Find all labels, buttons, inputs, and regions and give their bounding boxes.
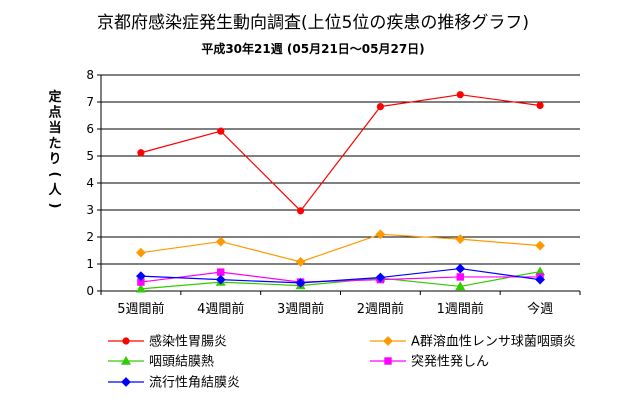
y-tick-label: 6 — [86, 122, 94, 136]
y-tick-label: 8 — [86, 68, 94, 82]
series-5 — [136, 263, 545, 288]
legend-item: 感染性胃腸炎 — [108, 334, 227, 350]
y-axis-label-char: 点 — [48, 105, 61, 121]
legend-marker — [121, 355, 131, 365]
y-tick-label: 1 — [86, 257, 94, 271]
x-tick-label: 4週間前 — [197, 301, 244, 317]
legend-item: A群溶血性レンサ球菌咽頭炎 — [370, 335, 576, 350]
y-axis-label-char: 定 — [47, 89, 61, 105]
legend-marker — [122, 337, 130, 345]
series-line — [140, 271, 541, 283]
data-point — [535, 274, 545, 285]
y-tick-label: 0 — [86, 284, 94, 298]
x-tick-label: 2週間前 — [357, 301, 404, 317]
y-tick-label: 2 — [86, 230, 94, 244]
series-2 — [136, 229, 545, 267]
series-line — [140, 233, 541, 263]
x-tick-label: 3週間前 — [277, 301, 324, 317]
y-axis-label-char: ) — [47, 203, 62, 209]
y-tick-label: 7 — [86, 95, 94, 109]
data-point — [455, 234, 466, 245]
data-point — [375, 229, 386, 240]
data-point — [136, 271, 146, 282]
data-point — [375, 272, 386, 283]
data-point — [376, 102, 385, 111]
legend-marker — [383, 336, 393, 346]
data-point — [217, 268, 225, 276]
data-point — [135, 283, 146, 293]
x-tick-label: 5週間前 — [117, 301, 164, 317]
y-tick-label: 4 — [86, 176, 94, 190]
legend-label: 突発性発しん — [411, 354, 489, 370]
data-series — [135, 91, 546, 293]
x-tick-label: 今週 — [527, 301, 553, 317]
y-axis-label-char: 人 — [48, 182, 62, 198]
legend-label: 咽頭結膜熱 — [149, 355, 214, 370]
data-point — [536, 101, 544, 110]
data-point — [535, 240, 545, 251]
gridlines — [101, 74, 580, 265]
data-point — [455, 263, 466, 274]
legend-marker — [121, 377, 131, 387]
legend-item: 流行性角結膜炎 — [108, 376, 240, 391]
x-tick-label: 1週間前 — [437, 301, 484, 317]
data-point — [456, 273, 464, 281]
y-tick-label: 3 — [86, 203, 94, 217]
data-point — [136, 247, 146, 258]
data-point — [215, 236, 226, 247]
data-point — [295, 256, 306, 267]
legend-label: 感染性胃腸炎 — [149, 334, 227, 350]
legend-label: 流行性角結膜炎 — [149, 376, 240, 391]
legend-item: 咽頭結膜熱 — [108, 355, 214, 370]
y-axis-label-char: り — [48, 152, 61, 167]
legend-label: A群溶血性レンサ球菌咽頭炎 — [411, 335, 576, 350]
series-line — [140, 94, 541, 212]
y-tick-label: 5 — [86, 149, 94, 163]
data-point — [295, 278, 306, 288]
y-axis-label-char: 当 — [48, 120, 61, 136]
legend-item: 突発性発しん — [370, 354, 489, 370]
data-point — [215, 274, 226, 285]
axes: 0 1 2 3 4 5 6 7 8 5週間前 4週間前 3週間前 2週間前 1週間前 今週 — [86, 68, 581, 317]
y-axis-label-char: た — [48, 137, 61, 152]
data-point — [296, 207, 305, 215]
y-axis-label-char: ( — [47, 172, 62, 178]
data-point — [455, 281, 466, 291]
data-point — [137, 149, 145, 157]
data-point — [217, 127, 225, 135]
chart-subtitle: 平成30年21週 (05月21日～05月27日) — [201, 41, 424, 56]
series-line — [140, 267, 541, 284]
series-line — [140, 270, 541, 290]
data-point — [456, 91, 464, 99]
legend-marker — [384, 357, 392, 365]
series-1 — [137, 91, 544, 215]
chart-title: 京都府感染症発生動向調査(上位5位の疾患の推移グラフ) — [97, 13, 529, 33]
